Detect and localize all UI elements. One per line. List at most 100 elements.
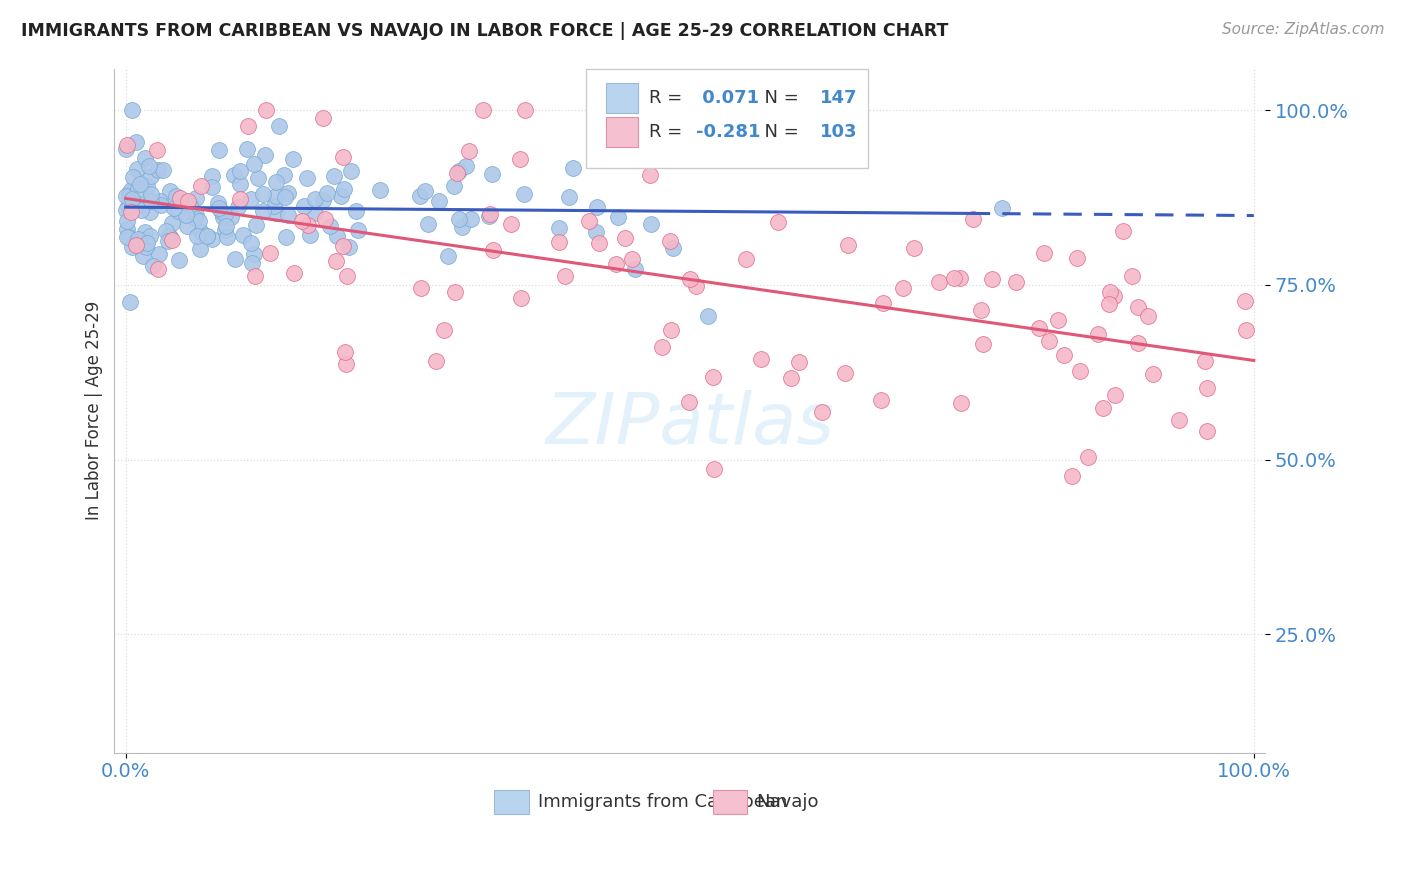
Point — [513, 103, 536, 118]
Point — [117, 199, 139, 213]
Point — [1087, 327, 1109, 342]
Point — [766, 215, 789, 229]
Point — [121, 205, 143, 219]
Point — [837, 237, 859, 252]
Point — [114, 189, 136, 203]
Point — [269, 119, 291, 133]
Point — [239, 235, 262, 250]
Point — [1197, 381, 1219, 395]
Point — [139, 229, 162, 244]
Point — [415, 185, 437, 199]
Point — [326, 229, 349, 244]
Point — [661, 323, 683, 337]
Point — [336, 268, 359, 283]
Point — [1028, 321, 1050, 335]
Point — [1066, 252, 1088, 266]
Point — [1167, 412, 1189, 426]
Point — [557, 190, 579, 204]
Point — [263, 199, 285, 213]
Point — [139, 205, 162, 219]
Point — [1005, 275, 1028, 289]
Point — [195, 229, 218, 244]
Point — [509, 291, 531, 305]
Point — [460, 211, 482, 226]
Point — [160, 216, 183, 230]
Point — [447, 212, 470, 227]
Text: R =: R = — [650, 89, 689, 107]
Point — [1052, 348, 1074, 362]
Point — [1098, 285, 1121, 299]
Point — [174, 208, 197, 222]
Point — [347, 223, 370, 237]
Point — [190, 179, 212, 194]
Point — [115, 213, 138, 227]
Point — [276, 230, 298, 244]
Point — [201, 232, 224, 246]
Point — [149, 194, 172, 208]
Point — [124, 238, 146, 252]
Point — [219, 210, 242, 224]
Point — [232, 228, 254, 243]
Point — [163, 201, 186, 215]
Point — [167, 204, 190, 219]
Point — [259, 245, 281, 260]
Point — [209, 203, 232, 218]
Point — [481, 167, 503, 181]
Point — [499, 217, 522, 231]
Point — [146, 143, 169, 157]
Point — [891, 281, 914, 295]
Point — [368, 183, 391, 197]
Point — [141, 169, 163, 184]
Text: ZIPatlas: ZIPatlas — [546, 390, 834, 458]
Point — [135, 179, 157, 194]
Point — [121, 240, 143, 254]
Point — [949, 270, 972, 285]
Point — [252, 187, 274, 202]
Point — [169, 191, 191, 205]
Point — [332, 238, 354, 252]
Point — [118, 295, 141, 310]
Point — [254, 147, 277, 161]
Point — [446, 165, 468, 179]
Point — [215, 219, 238, 233]
Point — [478, 210, 501, 224]
Point — [134, 226, 156, 240]
Point — [127, 232, 149, 246]
Point — [159, 184, 181, 198]
Point — [134, 152, 156, 166]
Point — [312, 194, 335, 208]
Point — [1112, 224, 1135, 238]
Point — [561, 161, 583, 176]
Point — [245, 218, 267, 232]
Point — [454, 159, 477, 173]
Point — [156, 234, 179, 248]
Text: Source: ZipAtlas.com: Source: ZipAtlas.com — [1222, 22, 1385, 37]
Point — [640, 217, 662, 231]
FancyBboxPatch shape — [586, 69, 868, 168]
Point — [195, 228, 218, 243]
Point — [148, 261, 170, 276]
Point — [651, 340, 673, 354]
Point — [169, 253, 191, 268]
Point — [115, 138, 138, 153]
Point — [148, 162, 170, 177]
Point — [443, 178, 465, 193]
Point — [872, 296, 894, 310]
Point — [1102, 289, 1125, 303]
Point — [188, 214, 211, 228]
Text: R =: R = — [650, 123, 689, 141]
FancyBboxPatch shape — [606, 83, 638, 113]
Point — [273, 169, 295, 183]
Point — [274, 189, 297, 203]
FancyBboxPatch shape — [494, 789, 529, 814]
Point — [427, 194, 450, 208]
Point — [177, 194, 200, 209]
Point — [696, 309, 718, 323]
Point — [121, 192, 143, 206]
Point — [972, 336, 994, 351]
Point — [607, 211, 630, 225]
Point — [333, 344, 356, 359]
Point — [201, 180, 224, 194]
Point — [304, 192, 326, 206]
Point — [304, 205, 326, 219]
